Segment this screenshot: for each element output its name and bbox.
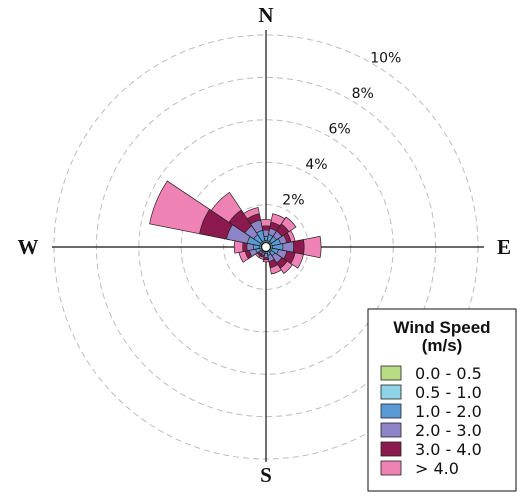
legend-label-2: 0.5 - 1.0 — [415, 383, 482, 402]
ring-label-5: 10% — [370, 51, 401, 67]
legend-swatch-3 — [380, 403, 402, 419]
legend-swatch-2 — [380, 384, 402, 400]
legend: Wind Speed (m/s) 0.0 - 0.50.5 - 1.01.0 -… — [367, 308, 517, 492]
compass-label-e: E — [497, 235, 511, 259]
legend-subtitle: (m/s) — [422, 336, 463, 355]
compass-label-n: N — [258, 3, 273, 27]
ring-label-3: 6% — [328, 122, 350, 138]
ring-label-4: 8% — [352, 86, 374, 102]
center-circle — [260, 241, 272, 253]
ring-label-layer: 2% 4% 6% 8% 10% — [282, 51, 401, 209]
legend-label-1: 0.0 - 0.5 — [415, 364, 482, 383]
compass-label-w: W — [18, 235, 39, 259]
legend-label-6: > 4.0 — [415, 459, 459, 478]
legend-label-4: 2.0 - 3.0 — [415, 421, 482, 440]
legend-items: 0.0 - 0.50.5 - 1.01.0 - 2.02.0 - 3.03.0 … — [380, 364, 482, 478]
legend-swatch-5 — [380, 441, 402, 457]
compass-label-s: S — [260, 463, 272, 487]
petal-layer — [149, 180, 322, 275]
ring-label-2: 4% — [305, 157, 327, 173]
ring-label-1: 2% — [282, 193, 304, 209]
legend-title: Wind Speed — [393, 318, 490, 337]
legend-swatch-6 — [380, 460, 402, 476]
legend-label-3: 1.0 - 2.0 — [415, 402, 482, 421]
legend-swatch-1 — [380, 365, 402, 381]
legend-swatch-4 — [380, 422, 402, 438]
legend-label-5: 3.0 - 4.0 — [415, 440, 482, 459]
